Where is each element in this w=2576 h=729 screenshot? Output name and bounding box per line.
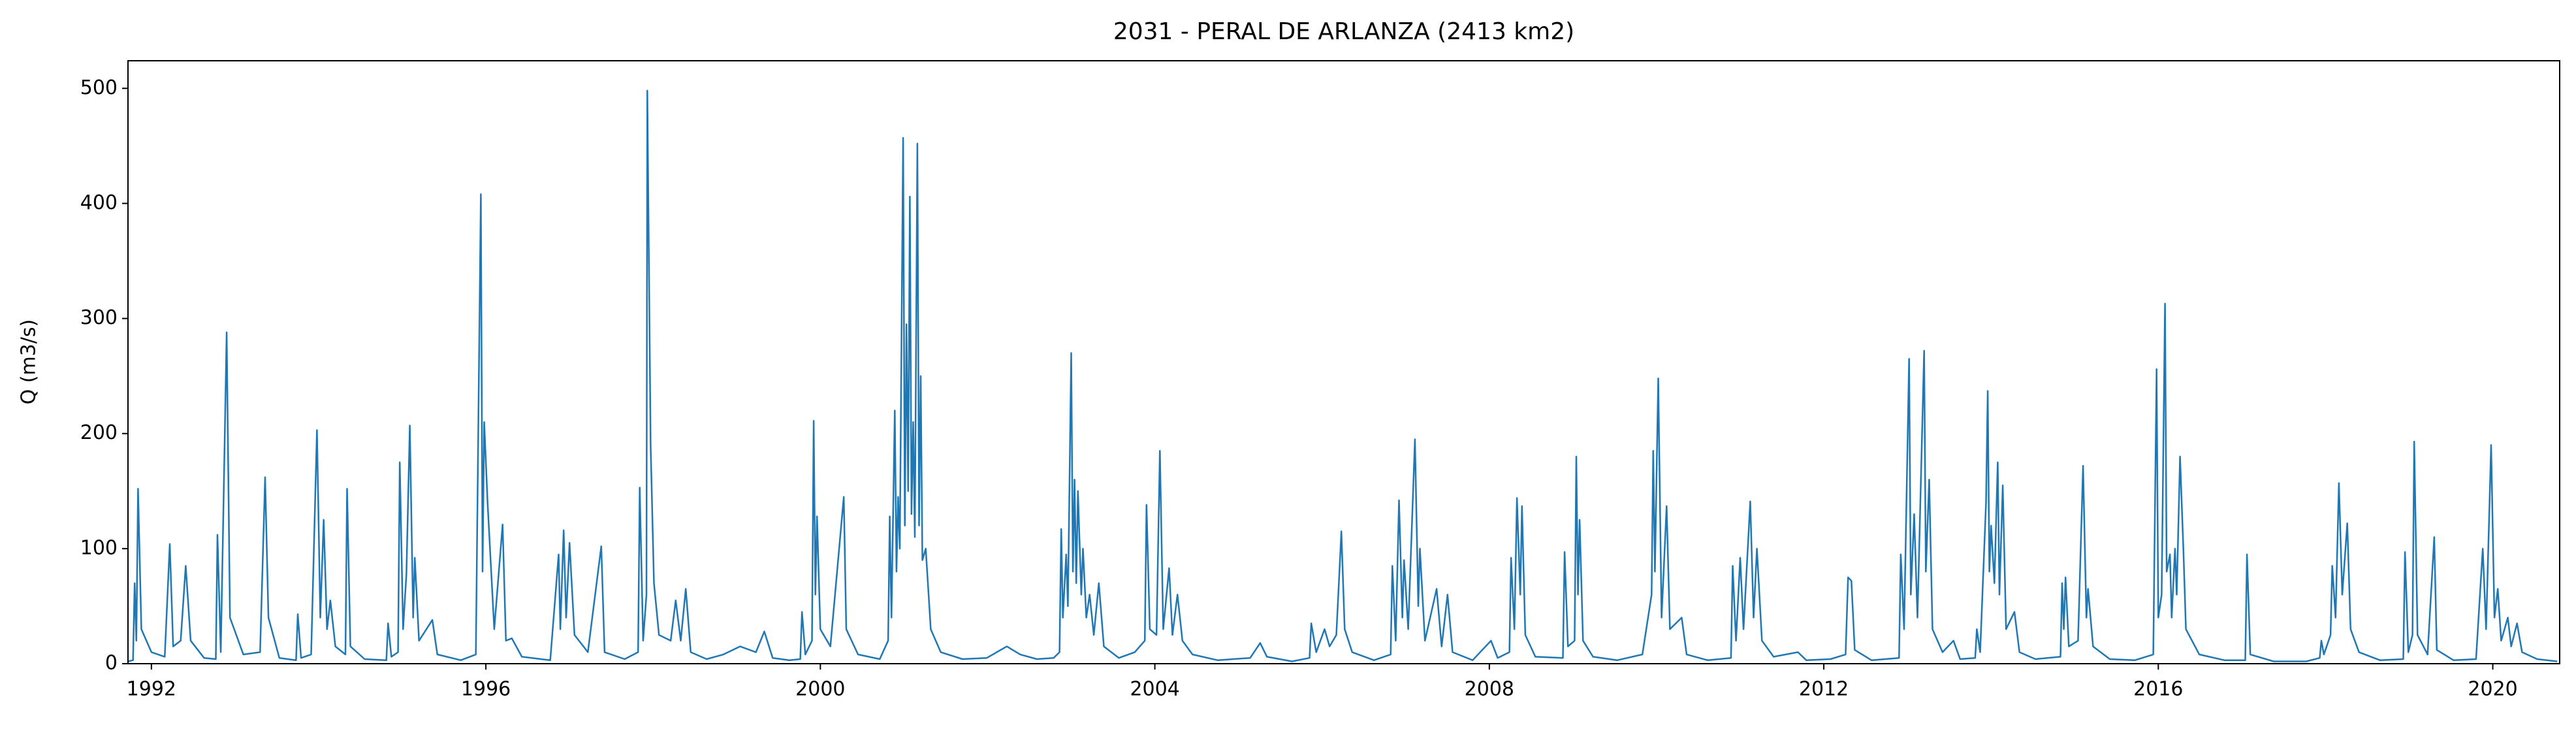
x-tick-label: 2004: [1130, 678, 1179, 701]
plot-frame: [127, 60, 2560, 664]
y-tick-label: 0: [105, 652, 118, 675]
x-tick-label: 1996: [461, 678, 511, 701]
y-tick-label: 400: [80, 191, 118, 214]
x-tick-label: 2020: [2468, 678, 2517, 701]
y-tick-label: 500: [80, 76, 118, 99]
x-tick-label: 2016: [2133, 678, 2183, 701]
y-tick-label: 100: [80, 536, 118, 559]
x-tick-label: 2008: [1465, 678, 1514, 701]
data-line: [127, 89, 2558, 662]
x-tick-label: 2012: [1799, 678, 1849, 701]
x-tick-label: 1992: [127, 678, 176, 701]
y-tick-label: 300: [80, 306, 118, 329]
chart-title: 2031 - PERAL DE ARLANZA (2413 km2): [1113, 18, 1574, 45]
x-tick-label: 2000: [795, 678, 845, 701]
y-axis-label: Q (m3/s): [18, 319, 40, 405]
y-tick-label: 200: [80, 421, 118, 444]
